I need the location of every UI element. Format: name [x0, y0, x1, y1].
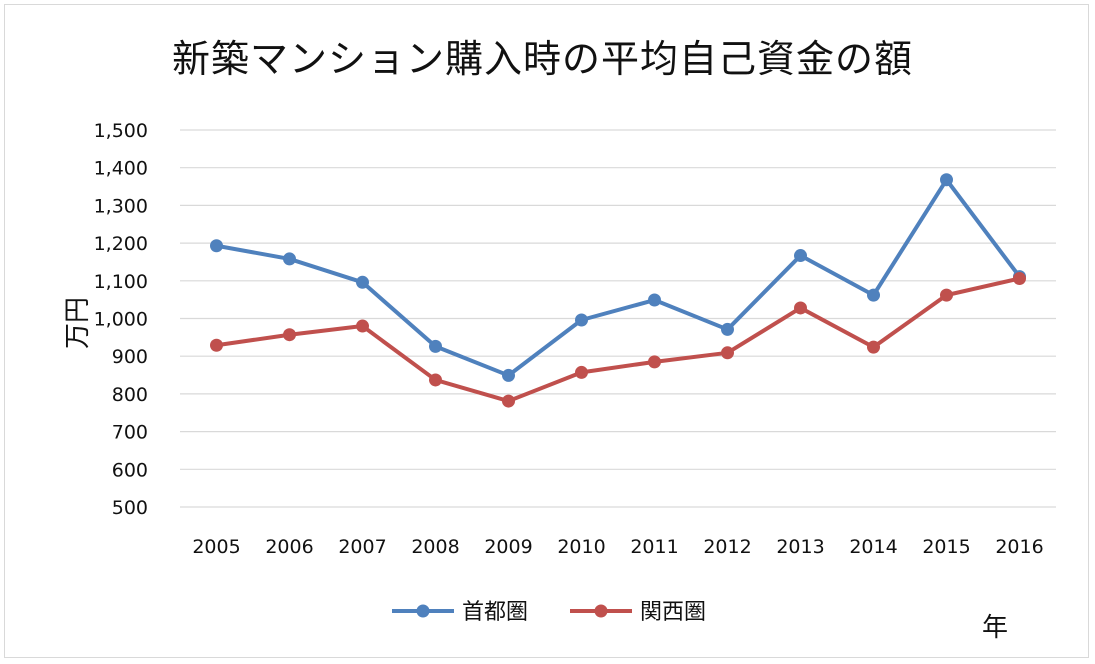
y-tick-label: 1,200 [94, 233, 148, 255]
legend-label: 関西圏 [640, 600, 706, 625]
data-point [940, 173, 953, 187]
x-axis-label: 年 [982, 613, 1008, 643]
data-point [721, 346, 734, 360]
legend-item: 首都圏 [392, 600, 528, 625]
x-axis-ticks: 2005 2006 2007 2008 2009 2010 2011 2012 2013 2014… [192, 536, 1043, 558]
gridlines [180, 129, 1056, 508]
x-tick-label: 2012 [703, 536, 751, 558]
y-tick-label: 1,500 [94, 120, 148, 142]
x-tick-label: 2011 [630, 536, 678, 558]
data-point [721, 322, 734, 336]
legend: 首都圏 関西圏 [392, 600, 706, 625]
series-2 [210, 272, 1026, 408]
x-tick-label: 2009 [484, 536, 532, 558]
legend-marker [594, 604, 608, 618]
chart-frame [4, 4, 1089, 658]
data-point [648, 293, 661, 307]
data-point [867, 288, 880, 302]
x-tick-label: 2005 [192, 536, 240, 558]
data-point [1013, 272, 1026, 286]
data-point [283, 328, 296, 342]
x-tick-label: 2006 [265, 536, 313, 558]
data-point [429, 373, 442, 387]
data-point [867, 340, 880, 354]
data-point [210, 239, 223, 253]
x-tick-label: 2015 [922, 536, 970, 558]
y-tick-label: 1,100 [94, 271, 148, 293]
chart-title: 新築マンション購入時の平均自己資金の額 [171, 37, 913, 81]
y-tick-label: 1,000 [94, 309, 148, 331]
data-point [356, 275, 369, 289]
legend-label: 首都圏 [462, 600, 528, 625]
series-line [216, 177, 1022, 378]
y-axis-label: 万円 [63, 297, 93, 349]
y-axis-ticks: 500 600 700 800 900 1,000 1,100 1,200 1,300 1,400… [94, 120, 148, 519]
legend-item: 関西圏 [570, 600, 706, 625]
series-line [216, 276, 1020, 404]
x-tick-label: 2008 [411, 536, 459, 558]
y-tick-label: 500 [112, 497, 148, 519]
x-tick-label: 2016 [995, 536, 1043, 558]
data-point [283, 252, 296, 266]
data-point [356, 319, 369, 333]
y-tick-label: 700 [112, 422, 148, 444]
data-point [794, 301, 807, 315]
data-point [502, 394, 515, 408]
data-point [575, 313, 588, 327]
y-tick-label: 900 [112, 346, 148, 368]
series-lines [210, 173, 1026, 408]
x-tick-label: 2014 [849, 536, 897, 558]
data-point [575, 365, 588, 379]
data-point [940, 288, 953, 302]
y-tick-label: 800 [112, 384, 148, 406]
data-point [502, 368, 515, 382]
y-tick-label: 1,300 [94, 195, 148, 217]
x-tick-label: 2010 [557, 536, 605, 558]
x-tick-label: 2007 [338, 536, 386, 558]
data-point [648, 355, 661, 369]
data-point [794, 249, 807, 263]
data-point [429, 339, 442, 353]
series-1 [210, 173, 1026, 382]
y-tick-label: 600 [112, 459, 148, 481]
x-tick-label: 2013 [776, 536, 824, 558]
data-point [210, 338, 223, 352]
y-tick-label: 1,400 [94, 158, 148, 180]
legend-marker [416, 604, 430, 618]
